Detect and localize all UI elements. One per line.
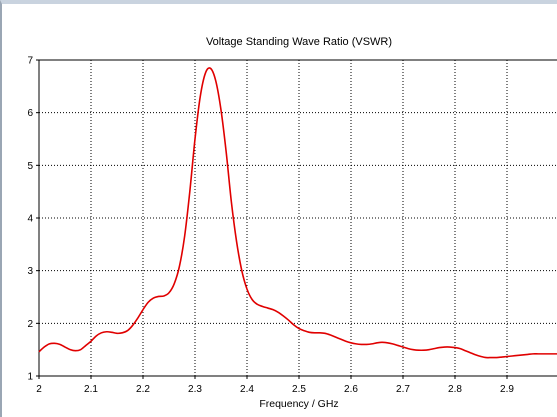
x-tick-label: 2.9 — [500, 384, 514, 395]
chart-title: Voltage Standing Wave Ratio (VSWR) — [206, 36, 392, 48]
y-axis-ticks: 1 2 3 4 5 6 7 — [27, 56, 39, 383]
y-tick-label: 6 — [27, 108, 33, 119]
vswr-series-line — [38, 67, 557, 359]
y-tick-label: 1 — [27, 372, 33, 383]
x-axis-ticks: 2 2.1 2.2 2.3 2.4 2.5 2.6 2.7 2.8 2.9 — [36, 376, 514, 395]
x-tick-label: 2.8 — [448, 384, 462, 395]
series-layer — [38, 67, 557, 359]
x-tick-label: 2.6 — [344, 384, 358, 395]
y-tick-label: 2 — [27, 319, 33, 330]
x-axis-title: Frequency / GHz — [259, 398, 338, 410]
x-tick-label: 2.2 — [136, 384, 150, 395]
y-tick-label: 3 — [27, 266, 33, 277]
x-tick-label: 2.7 — [396, 384, 410, 395]
x-tick-label: 2.3 — [188, 384, 202, 395]
y-tick-label: 5 — [27, 161, 33, 172]
y-tick-label: 4 — [27, 214, 33, 225]
x-tick-label: 2.4 — [240, 384, 254, 395]
x-tick-label: 2.1 — [84, 384, 98, 395]
y-tick-label: 7 — [27, 56, 33, 67]
x-tick-label: 2.5 — [292, 384, 306, 395]
x-tick-label: 2 — [36, 384, 42, 395]
